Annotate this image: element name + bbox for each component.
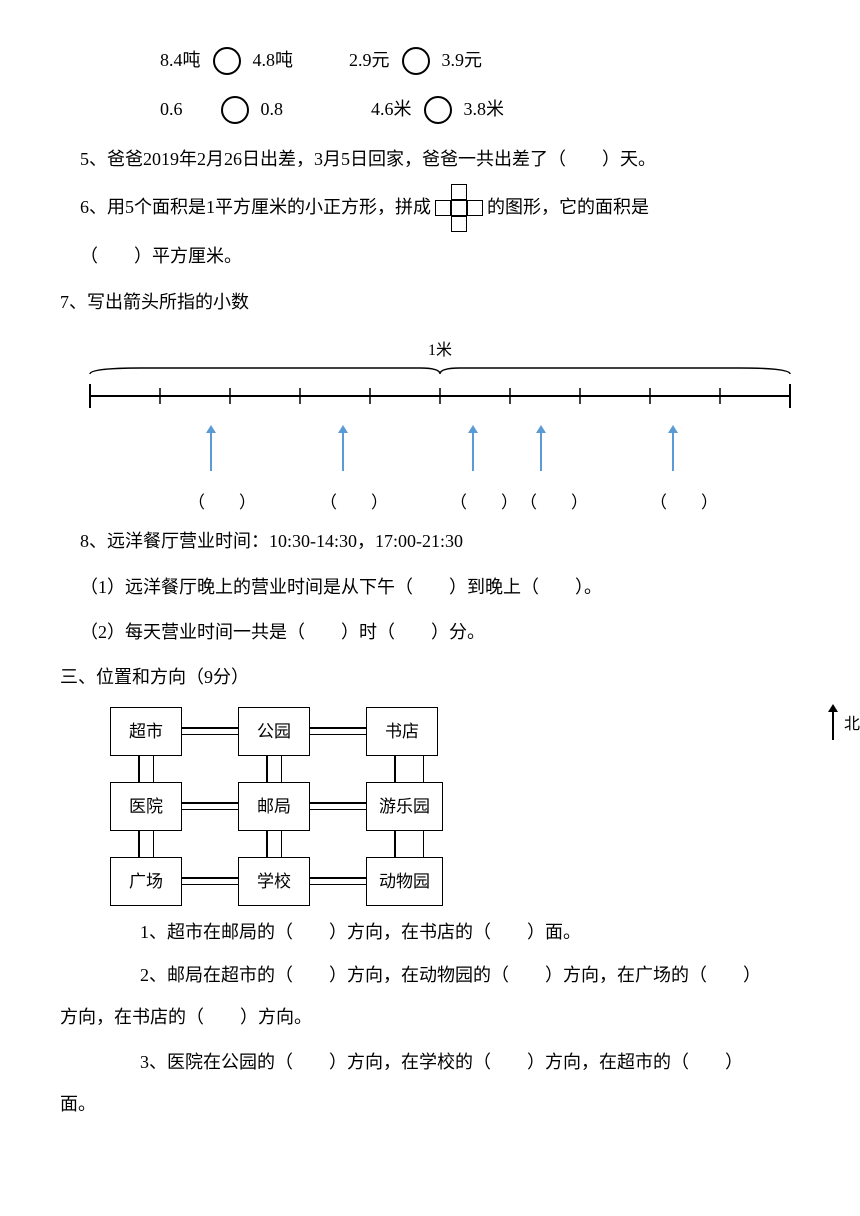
arrow-icon (540, 431, 542, 471)
north-arrow-icon (832, 710, 834, 740)
grid-link (182, 873, 238, 889)
 (238, 831, 310, 857)
answer-blank[interactable]: （ ） (320, 483, 388, 522)
answer-blank[interactable]: （ ） (188, 483, 256, 522)
sec3-q3b: 面。 (60, 1084, 800, 1125)
compare-circle[interactable] (221, 96, 249, 124)
question-6: 6、用5个面积是1平方厘米的小正方形，拼成 的图形，它的面积是 (80, 184, 800, 232)
question-5: 5、爸爸2019年2月26日出差，3月5日回家，爸爸一共出差了（ ）天。 (80, 139, 800, 180)
grid-link (366, 831, 452, 857)
grid-cell: 书店 (366, 707, 438, 756)
grid-link (182, 723, 238, 739)
q6-part1: 6、用5个面积是1平方厘米的小正方形，拼成 (80, 187, 431, 228)
q4-r1-a-left: 8.4吨 (160, 40, 201, 81)
compare-circle[interactable] (213, 47, 241, 75)
grid-link (310, 798, 366, 814)
grid-link (110, 756, 182, 782)
answer-blank[interactable]: （ ） (520, 483, 588, 522)
question-8-sub1: （1）远洋餐厅晚上的营业时间是从下午（ ）到晚上（ ）。 (80, 567, 800, 608)
q4-r2-b-left: 4.6米 (371, 89, 412, 130)
answer-blank[interactable]: （ ） (450, 483, 518, 522)
sec3-q1: 1、超市在邮局的（ ）方向，在书店的（ ）面。 (80, 912, 800, 953)
grid-link (366, 756, 452, 782)
sec3-q2b: 方向，在书店的（ ）方向。 (60, 997, 800, 1038)
q6-part2: 的图形，它的面积是 (487, 187, 649, 228)
grid-cell: 公园 (238, 707, 310, 756)
grid-cell: 邮局 (238, 782, 310, 831)
q4-row1: 8.4吨 4.8吨 2.9元 3.9元 (80, 40, 800, 81)
north-label: 北 (844, 716, 860, 733)
grid-cell: 医院 (110, 782, 182, 831)
number-line-svg (80, 366, 800, 412)
arrow-icon (472, 431, 474, 471)
number-line: 1米 （ ） （ ） （ ） （ ） （ ） (80, 333, 800, 513)
plus-shape-icon (435, 184, 483, 232)
grid-link (182, 798, 238, 814)
location-grid: 北 超市 公园 书店 医院 邮局 游乐园 广场 学校 动物园 (110, 707, 800, 906)
grid-cell: 学校 (238, 857, 310, 906)
arrow-icon (672, 431, 674, 471)
arrow-icon (210, 431, 212, 471)
q4-r1-b-left: 2.9元 (349, 40, 390, 81)
north-indicator: 北 (832, 707, 860, 744)
number-line-label: 1米 (80, 333, 800, 370)
compare-circle[interactable] (424, 96, 452, 124)
grid-cell: 游乐园 (366, 782, 443, 831)
arrow-row (80, 431, 800, 483)
section-3-title: 三、位置和方向（9分） (60, 657, 800, 698)
question-8-title: 8、远洋餐厅营业时间：10:30-14:30，17:00-21:30 (80, 521, 800, 562)
q4-r1-b-right: 3.9元 (442, 40, 483, 81)
grid-link (238, 756, 310, 782)
question-8-sub2: （2）每天营业时间一共是（ ）时（ ）分。 (80, 612, 800, 653)
q4-r2-b-right: 3.8米 (464, 89, 505, 130)
blank-row: （ ） （ ） （ ） （ ） （ ） (80, 483, 800, 513)
answer-blank[interactable]: （ ） (650, 483, 718, 522)
grid-link (310, 723, 366, 739)
compare-circle[interactable] (402, 47, 430, 75)
arrow-icon (342, 431, 344, 471)
sec3-q2a: 2、邮局在超市的（ ）方向，在动物园的（ ）方向，在广场的（ ） (80, 955, 800, 996)
q4-row2: 0.6 0.8 4.6米 3.8米 (80, 89, 800, 130)
q4-r2-a-left: 0.6 (160, 89, 183, 130)
grid-cell: 动物园 (366, 857, 443, 906)
q6-part3: （ ）平方厘米。 (80, 236, 800, 277)
grid-link (310, 873, 366, 889)
q4-r1-a-right: 4.8吨 (253, 40, 294, 81)
grid-cell: 广场 (110, 857, 182, 906)
grid-cell: 超市 (110, 707, 182, 756)
q4-r2-a-right: 0.8 (261, 89, 284, 130)
sec3-q3a: 3、医院在公园的（ ）方向，在学校的（ ）方向，在超市的（ ） (80, 1042, 800, 1083)
grid-link (110, 831, 182, 857)
question-7-title: 7、写出箭头所指的小数 (60, 282, 800, 323)
